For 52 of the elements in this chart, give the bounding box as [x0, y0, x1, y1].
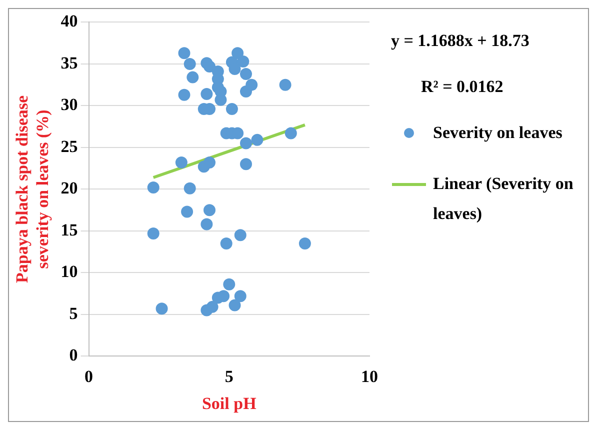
point: [234, 290, 246, 302]
point: [184, 182, 196, 194]
point: [234, 229, 246, 242]
point: [240, 158, 252, 170]
point: [226, 103, 238, 116]
point: [228, 62, 241, 75]
point: [240, 68, 252, 80]
point: [178, 88, 190, 101]
x-axis-title: Soil pH: [202, 394, 256, 414]
y-tick-label: 15: [60, 220, 78, 240]
y-tick-label: 20: [60, 178, 78, 198]
point: [220, 237, 232, 250]
point: [246, 78, 258, 91]
point: [156, 302, 168, 315]
point: [204, 204, 216, 216]
x-tick-label: 0: [84, 366, 94, 386]
point: [184, 58, 196, 70]
y-tick-label: 30: [60, 95, 78, 114]
y-tick-label: 5: [69, 304, 78, 323]
point: [251, 134, 264, 146]
text: R² = 0.0162: [421, 77, 504, 97]
point: [178, 47, 190, 60]
point: [204, 60, 216, 72]
legend-label: Severity on leaves: [433, 122, 562, 144]
point: [186, 71, 199, 84]
point: [228, 299, 241, 312]
y-tick-label: 40: [60, 12, 78, 31]
legend-label: Linear (Severity on leaves): [433, 173, 574, 225]
point: [200, 304, 213, 316]
point: [200, 88, 213, 100]
y-tick-label: 25: [60, 136, 78, 156]
point: [147, 227, 160, 240]
point: [279, 78, 292, 91]
point: [147, 182, 160, 194]
x-tick-label: 10: [361, 366, 378, 386]
text: y = 1.1688x + 18.73: [391, 31, 530, 51]
point: [204, 156, 216, 168]
point: [298, 237, 311, 250]
y-axis-title: Papaya black spot disease severity on leaves (%): [12, 94, 52, 283]
point: [175, 156, 188, 168]
x-tick-label: 5: [224, 366, 234, 386]
point: [240, 137, 252, 150]
point: [232, 47, 244, 60]
point: [181, 206, 194, 218]
point: [200, 218, 213, 230]
y-tick-label: 35: [60, 53, 78, 72]
point: [237, 55, 250, 68]
point: [223, 278, 236, 290]
point: [212, 292, 224, 304]
y-tick-label: 10: [60, 262, 78, 282]
point: [284, 127, 297, 140]
y-tick-label: 0: [69, 346, 78, 365]
